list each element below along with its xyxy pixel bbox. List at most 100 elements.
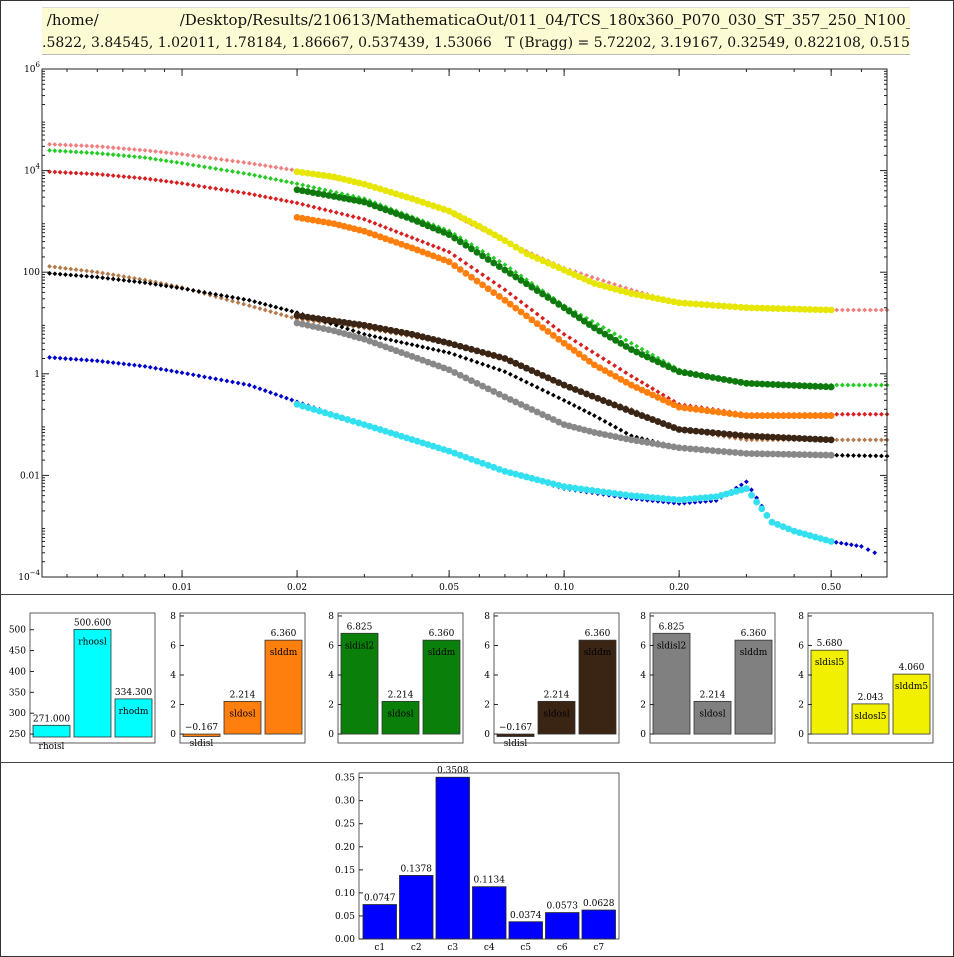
data-point — [524, 303, 529, 309]
data-point — [224, 157, 230, 163]
data-point — [328, 208, 334, 214]
data-point — [327, 411, 335, 418]
data-point — [325, 219, 333, 227]
data-point — [339, 211, 345, 217]
y-tick-label: 450 — [9, 647, 26, 657]
data-point — [289, 167, 295, 173]
data-point — [774, 305, 782, 312]
y-tick-label: 300 — [9, 709, 26, 719]
data-point — [744, 479, 749, 485]
data-point — [78, 273, 84, 279]
data-point — [612, 373, 619, 380]
data-point — [278, 393, 284, 399]
data-point — [726, 410, 733, 417]
data-point — [692, 405, 700, 413]
data-point — [612, 433, 619, 441]
data-point — [456, 266, 464, 273]
bar-c2 — [399, 875, 434, 940]
data-point — [764, 380, 771, 388]
data-point — [540, 315, 545, 321]
data-point — [796, 529, 803, 537]
series-3 — [293, 186, 835, 391]
data-point — [817, 535, 824, 542]
data-point — [638, 493, 646, 500]
data-point — [360, 227, 368, 235]
data-point — [811, 435, 819, 443]
data-point — [153, 281, 158, 287]
data-point — [414, 237, 420, 243]
data-point — [293, 213, 301, 221]
data-point — [811, 451, 819, 459]
data-point — [534, 384, 540, 390]
data-point — [692, 300, 700, 308]
data-point — [289, 199, 295, 205]
data-point — [594, 394, 602, 402]
data-point — [116, 145, 121, 151]
data-point — [845, 437, 851, 443]
data-point — [218, 187, 224, 192]
y-tick-label: 106 — [24, 61, 40, 75]
data-point — [790, 434, 798, 442]
bar-name-label: sldisl2 — [345, 641, 374, 651]
data-point — [763, 512, 771, 519]
data-point — [479, 281, 486, 289]
bar-slddm — [422, 639, 461, 735]
data-point — [707, 493, 715, 501]
data-point — [654, 418, 662, 425]
data-point — [523, 473, 530, 481]
bar-name-label: rhoisl — [39, 742, 65, 752]
data-point — [89, 358, 95, 363]
data-point — [599, 397, 607, 404]
bar-panel-3: 6.825 sldisl2 2.214 sldosl 6.360 slddm 0 2 4 6 8 — [328, 612, 464, 744]
data-point — [834, 452, 840, 458]
data-point — [517, 362, 525, 370]
data-point — [158, 366, 164, 372]
data-point — [78, 143, 84, 149]
data-point — [491, 365, 497, 371]
data-point — [376, 233, 384, 241]
data-point — [441, 247, 447, 253]
data-point — [100, 270, 105, 276]
data-point — [257, 306, 263, 311]
data-point — [273, 310, 279, 316]
bar-value-label: 6.360 — [741, 629, 767, 639]
data-point — [523, 403, 530, 411]
data-point — [583, 390, 590, 398]
data-point — [137, 276, 143, 282]
data-point — [501, 355, 509, 362]
y-tick-label: 0.01 — [20, 471, 40, 481]
data-point — [596, 364, 604, 372]
data-point — [305, 318, 311, 323]
data-point — [539, 411, 546, 418]
data-point — [372, 334, 378, 339]
data-point — [268, 164, 273, 169]
data-point — [121, 361, 127, 367]
data-point — [737, 303, 745, 311]
data-point — [153, 365, 158, 371]
data-point — [218, 292, 224, 298]
data-point — [435, 254, 442, 262]
data-point — [207, 165, 213, 171]
data-point — [570, 311, 578, 318]
data-point — [218, 295, 224, 301]
bar-name-label: slddm — [740, 648, 768, 658]
bar-name-label: rhodm — [119, 707, 149, 717]
x-tick-label: 0.50 — [821, 583, 841, 593]
data-point — [633, 437, 641, 445]
data-point — [827, 306, 835, 314]
series-9 — [293, 319, 835, 459]
data-point — [309, 170, 317, 178]
data-point — [480, 361, 485, 367]
data-point — [246, 382, 252, 388]
data-point — [698, 372, 705, 379]
data-point — [169, 159, 174, 164]
data-point — [440, 256, 448, 264]
data-point — [455, 212, 463, 220]
data-point — [481, 225, 488, 233]
data-point — [617, 334, 623, 340]
data-point — [665, 297, 672, 305]
data-point — [257, 193, 263, 199]
data-point — [737, 378, 745, 386]
bar-name-label: rhoosl — [78, 637, 107, 647]
data-point — [769, 305, 777, 312]
